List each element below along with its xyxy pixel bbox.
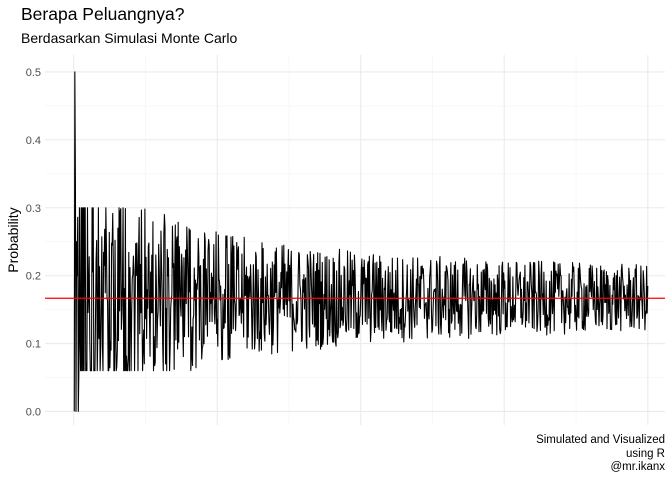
y-tick-label: 0.5: [26, 67, 41, 79]
y-axis-label: Probability: [5, 207, 21, 272]
caption-line-2: using R: [626, 447, 665, 460]
chart-subtitle: Berdasarkan Simulasi Monte Carlo: [21, 30, 238, 46]
caption-line-3: @mr.ikanx: [610, 461, 666, 473]
probability-series-line: [73, 71, 649, 412]
y-tick-labels: 0.0 0.1 0.2 0.3 0.4 0.5: [26, 67, 41, 418]
caption-line-1: Simulated and Visualized: [536, 434, 665, 446]
y-tick-label: 0.3: [26, 203, 41, 215]
y-tick-label: 0.1: [26, 339, 41, 351]
chart-caption: Simulated and Visualized using R @mr.ika…: [536, 434, 665, 475]
chart-title: Berapa Peluangnya?: [21, 4, 185, 24]
y-tick-label: 0.0: [26, 406, 41, 418]
grid-major: [45, 55, 665, 425]
y-tick-label: 0.2: [26, 271, 41, 283]
y-tick-label: 0.4: [26, 135, 41, 147]
